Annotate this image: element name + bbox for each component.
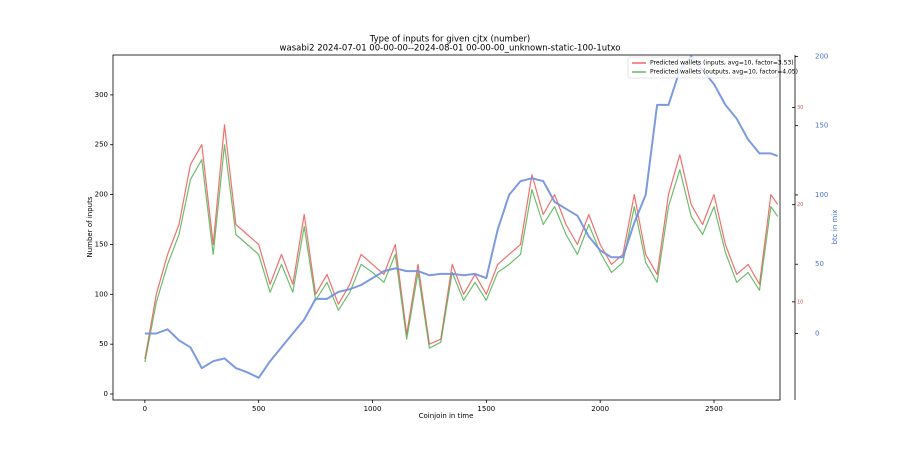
y-tick-label: 300 [95, 91, 108, 99]
y2-tick-label: 200 [815, 52, 828, 60]
y-axis-label: Number of inputs [86, 196, 94, 257]
x-axis-label: Coinjoin in time [419, 412, 474, 420]
series-line [144, 144, 779, 363]
chart-subtitle: wasabi2 2024-07-01 00-00-00--2024-08-01 … [280, 44, 621, 54]
x-tick-label: 2500 [705, 405, 723, 413]
y3-tick-label: 10 [797, 299, 803, 305]
y-tick-label: 150 [95, 240, 108, 248]
series-line [144, 124, 779, 360]
legend-box [627, 56, 779, 79]
y-tick-label: 200 [95, 191, 108, 199]
y2-tick-label: 150 [815, 122, 828, 130]
chart-title: Type of inputs for given cjtx (number) [369, 35, 531, 45]
y-tick-label: 0 [104, 390, 108, 398]
y2-tick-label: 50 [815, 260, 824, 268]
y2-tick-label: 0 [815, 329, 819, 337]
y2-tick-label: 100 [815, 191, 828, 199]
x-tick-label: 500 [252, 405, 265, 413]
legend-label: Predicted wallets (inputs, avg=10, facto… [650, 60, 794, 67]
y-tick-label: 100 [95, 290, 108, 298]
x-tick-label: 2000 [591, 405, 609, 413]
series-line [144, 55, 779, 379]
y3-tick-label: 30 [797, 105, 803, 111]
x-tick-label: 1000 [364, 405, 382, 413]
y-tick-label: 50 [99, 340, 108, 348]
x-tick-label: 1500 [477, 405, 495, 413]
y3-tick-label: 20 [797, 202, 803, 208]
y2-axis-label: btc in mix [831, 210, 839, 245]
plot-frame [112, 54, 781, 401]
legend-label: Predicted wallets (outputs, avg=10, fact… [650, 69, 798, 76]
y-tick-label: 250 [95, 141, 108, 149]
x-tick-label: 0 [143, 405, 147, 413]
